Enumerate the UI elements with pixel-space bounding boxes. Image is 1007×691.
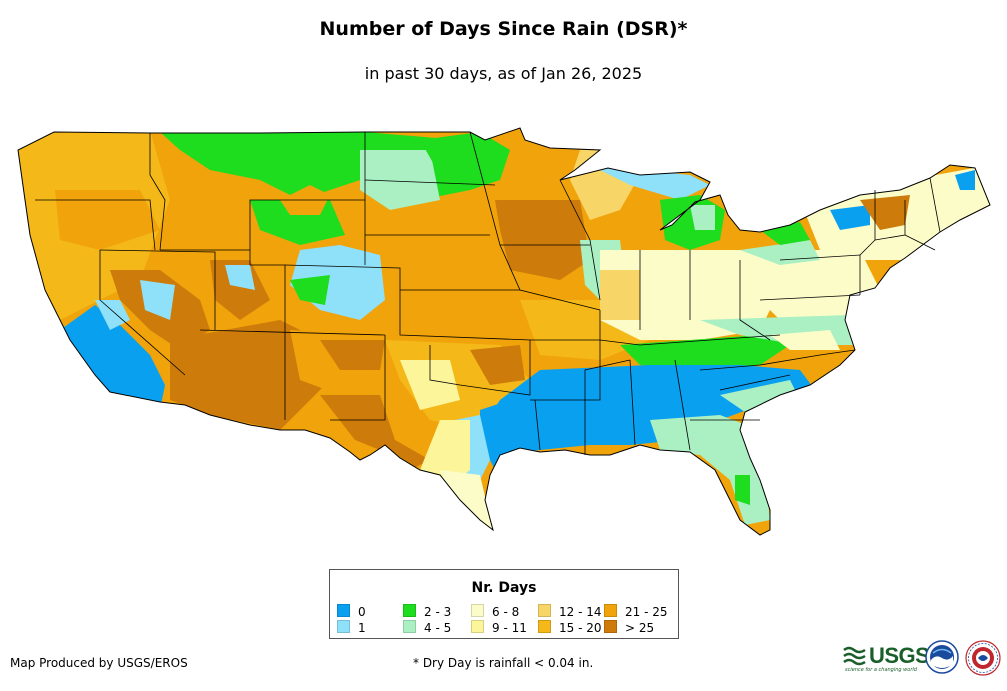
legend-item-label: 4 - 5 <box>424 621 452 635</box>
credit-text: Map Produced by USGS/EROS <box>10 656 188 670</box>
legend-item-9-11: 9 - 11 <box>471 620 527 635</box>
us-dsr-map <box>17 127 991 536</box>
dry-day-note: * Dry Day is rainfall < 0.04 in. <box>413 656 594 670</box>
dsr-region-southern-california <box>60 305 165 410</box>
usgs-wordmark: USGS <box>869 643 930 668</box>
dsr-region-new-mexico-dry <box>320 340 385 370</box>
legend-item-label: 12 - 14 <box>559 605 602 619</box>
legend-item-over-25: > 25 <box>604 620 655 635</box>
dsr-region-arizona <box>170 320 330 430</box>
dsr-region-north-dakota-east <box>420 132 510 190</box>
dsr-region-south-texas <box>440 470 493 530</box>
dsr-region-new-york-north <box>830 205 870 230</box>
legend-swatch <box>538 620 551 633</box>
legend-item-15-20: 15 - 20 <box>538 620 602 635</box>
legend-item-21-25: 21 - 25 <box>604 604 668 619</box>
legend-swatch <box>604 604 617 617</box>
legend-item-2-3: 2 - 3 <box>403 604 452 619</box>
map-subtitle: in past 30 days, as of Jan 26, 2025 <box>364 64 643 83</box>
dsr-raster <box>18 128 990 535</box>
dsr-region-virginia-mid <box>770 330 840 350</box>
legend: Nr. Days 0 1 2 - 3 4 - 5 6 - 8 9 - 11 12… <box>329 569 679 639</box>
dsr-region-florida-green <box>735 475 750 505</box>
legend-item-label: 2 - 3 <box>424 605 452 619</box>
noaa-logo-icon <box>925 640 959 674</box>
legend-item-label: 9 - 11 <box>492 621 527 635</box>
legend-item-label: 21 - 25 <box>625 605 668 619</box>
usgs-wave-icon <box>843 646 866 666</box>
legend-item-label: 1 <box>358 621 366 635</box>
legend-swatch <box>403 604 416 617</box>
map-title: Number of Days Since Rain (DSR)* <box>319 18 688 40</box>
dsr-region-dakotas <box>360 150 440 210</box>
dsr-region-illinois <box>600 270 640 320</box>
dsr-region-appalachia <box>700 250 880 320</box>
dsr-region-west-texas <box>320 395 430 470</box>
legend-item-1: 1 <box>337 620 366 635</box>
legend-swatch <box>337 620 350 633</box>
dsr-region-central-california <box>95 300 130 330</box>
usgs-tagline: science for a changing world <box>845 667 917 673</box>
legend-swatch <box>337 604 350 617</box>
legend-swatch <box>604 620 617 633</box>
usgs-logo: USGS science for a changing world <box>843 643 930 673</box>
legend-item-4-5: 4 - 5 <box>403 620 452 635</box>
dsr-region-michigan-mint <box>690 205 715 230</box>
dsr-region-utah-light <box>225 265 255 290</box>
legend-swatch <box>471 620 484 633</box>
agency-logos: USGS science for a changing world <box>843 640 1003 680</box>
dsr-region-oklahoma-mid <box>400 360 460 410</box>
dsr-region-upper-peninsula <box>590 165 710 200</box>
legend-swatch <box>471 604 484 617</box>
dsr-region-iowa-minnesota <box>495 200 590 280</box>
legend-swatch <box>538 604 551 617</box>
nws-logo-icon <box>965 640 1001 676</box>
legend-item-0: 0 <box>337 604 366 619</box>
dsr-region-nevada-light <box>140 280 175 320</box>
legend-item-12-14: 12 - 14 <box>538 604 602 619</box>
legend-title: Nr. Days <box>471 580 537 596</box>
dsr-region-vermont <box>860 195 910 230</box>
legend-item-label: > 25 <box>625 621 655 635</box>
dsr-region-florida <box>650 415 770 525</box>
dsr-region-oregon <box>55 190 160 250</box>
legend-item-label: 0 <box>358 605 366 619</box>
dsr-region-colorado-green <box>290 275 330 305</box>
dsr-region-utah <box>210 260 270 320</box>
legend-swatch <box>403 620 416 633</box>
legend-item-label: 15 - 20 <box>559 621 602 635</box>
state-boundaries <box>17 127 991 536</box>
dsr-region-maine <box>955 170 975 190</box>
dsr-region-oklahoma-dry <box>470 345 525 385</box>
legend-item-label: 6 - 8 <box>492 605 520 619</box>
legend-item-6-8: 6 - 8 <box>471 604 520 619</box>
